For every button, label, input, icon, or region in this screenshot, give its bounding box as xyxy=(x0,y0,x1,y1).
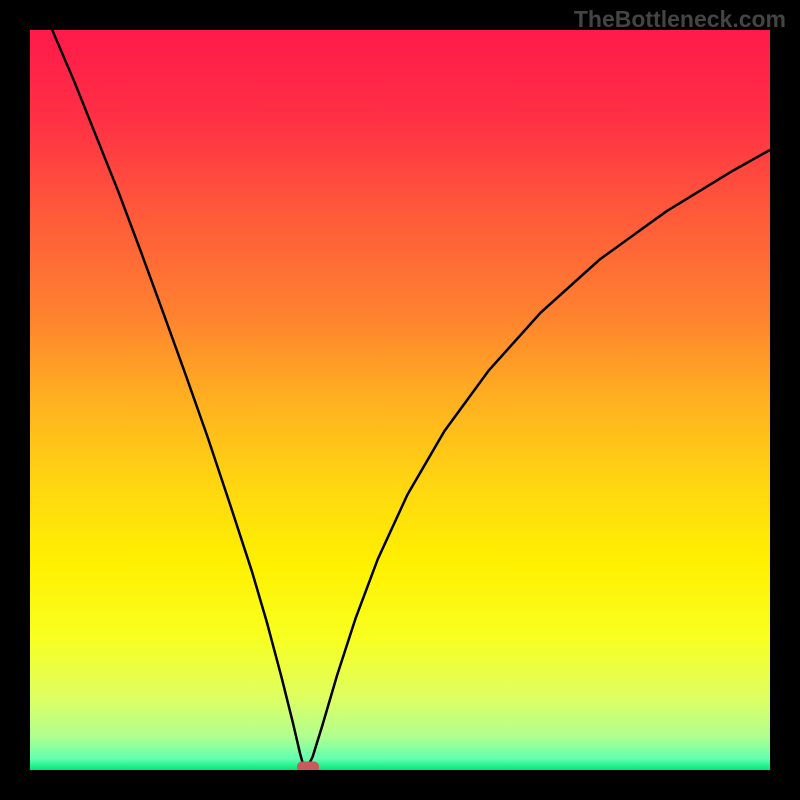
optimal-point-marker xyxy=(297,762,319,770)
plot-area xyxy=(30,30,770,770)
curve-path xyxy=(52,30,770,767)
watermark-text: TheBottleneck.com xyxy=(574,6,786,33)
bottleneck-curve xyxy=(30,30,770,770)
